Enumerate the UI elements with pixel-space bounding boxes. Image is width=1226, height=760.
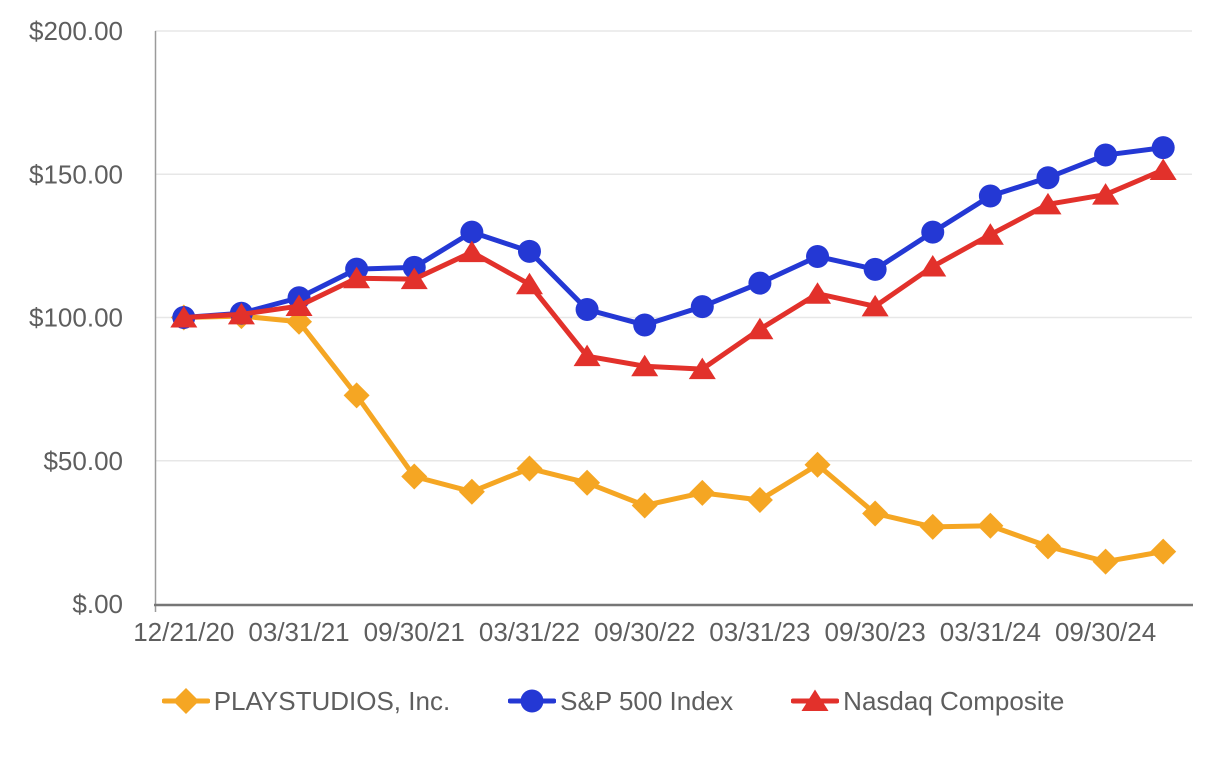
y-tick-label: $50.00 bbox=[43, 446, 123, 476]
nasdaq-marker bbox=[458, 240, 486, 263]
nasdaq-marker bbox=[801, 689, 829, 711]
legend-label-nasdaq: Nasdaq Composite bbox=[843, 685, 1065, 716]
sp500-marker bbox=[1036, 166, 1060, 190]
y-tick-label: $200.00 bbox=[29, 16, 123, 46]
nasdaq-marker bbox=[170, 306, 198, 328]
nasdaq-marker bbox=[919, 255, 947, 277]
nasdaq-marker bbox=[1092, 183, 1120, 205]
nasdaq-marker bbox=[285, 294, 313, 317]
sp500-marker bbox=[748, 271, 772, 295]
x-tick-label: 09/30/23 bbox=[825, 617, 926, 647]
sp500-marker bbox=[575, 297, 599, 321]
plot-area: $.00 $50.00 $100.00 $150.00 $200.00 12/21/20 0… bbox=[29, 16, 1193, 647]
legend-item-playstudios: PLAYSTUDIOS, Inc. bbox=[161, 685, 451, 717]
sp500-marker bbox=[520, 689, 544, 713]
playstudios-marker bbox=[977, 512, 1004, 539]
playstudios-series bbox=[170, 303, 1177, 575]
nasdaq-marker bbox=[804, 282, 832, 304]
sp500-marker bbox=[402, 255, 426, 279]
nasdaq-marker bbox=[227, 302, 255, 325]
line-chart: $.00 $50.00 $100.00 $150.00 $200.00 12/21/20 0… bbox=[29, 16, 1193, 647]
y-tick-label: $150.00 bbox=[29, 159, 123, 189]
playstudios-marker bbox=[1150, 538, 1177, 565]
sp500-marker bbox=[1151, 136, 1175, 160]
nasdaq-marker bbox=[688, 357, 716, 380]
legend-label-sp500: S&P 500 Index bbox=[560, 685, 734, 716]
legend-item-nasdaq: Nasdaq Composite bbox=[791, 685, 1064, 717]
playstudios-marker bbox=[574, 469, 601, 496]
x-tick-label: 03/31/22 bbox=[479, 617, 580, 647]
y-tick-label: $.00 bbox=[72, 589, 123, 619]
sp500-marker bbox=[517, 239, 541, 263]
playstudios-marker bbox=[458, 478, 485, 505]
x-tick-label: 12/21/20 bbox=[133, 617, 234, 647]
x-tick-label: 09/30/21 bbox=[364, 617, 465, 647]
nasdaq-line bbox=[181, 167, 1166, 372]
playstudios-marker bbox=[631, 492, 658, 519]
nasdaq-marker bbox=[976, 223, 1004, 245]
sp500-legend-marker-icon bbox=[508, 689, 557, 713]
x-tick-label: 09/30/24 bbox=[1055, 617, 1156, 647]
playstudios-marker bbox=[804, 451, 831, 478]
nasdaq-marker bbox=[573, 344, 601, 367]
playstudios-marker bbox=[689, 479, 716, 506]
sp500-marker bbox=[921, 220, 945, 244]
playstudios-marker bbox=[172, 688, 199, 714]
y-tick-label: $100.00 bbox=[29, 303, 123, 333]
nasdaq-series bbox=[170, 158, 1177, 380]
nasdaq-marker bbox=[1034, 192, 1062, 215]
nasdaq-marker bbox=[746, 317, 774, 340]
playstudios-marker bbox=[862, 500, 889, 527]
playstudios-marker bbox=[516, 455, 543, 482]
x-tick-label: 09/30/22 bbox=[594, 617, 695, 647]
x-tick-label: 03/31/24 bbox=[940, 617, 1041, 647]
playstudios-marker bbox=[919, 513, 946, 540]
x-tick-label: 03/31/23 bbox=[709, 617, 810, 647]
sp500-marker bbox=[633, 313, 657, 337]
x-tick-label: 03/31/21 bbox=[248, 617, 349, 647]
chart-legend: PLAYSTUDIOS, Inc. S&P 500 Index Nasdaq Com… bbox=[0, 678, 1226, 724]
nasdaq-marker bbox=[861, 294, 889, 317]
playstudios-legend-marker-icon bbox=[161, 688, 210, 714]
playstudios-marker bbox=[1092, 548, 1119, 575]
sp500-marker bbox=[690, 295, 714, 319]
playstudios-marker bbox=[746, 487, 773, 514]
legend-item-sp500: S&P 500 Index bbox=[508, 685, 733, 717]
sp500-marker bbox=[460, 220, 484, 244]
sp500-marker bbox=[863, 257, 887, 281]
nasdaq-marker bbox=[400, 267, 428, 290]
nasdaq-marker bbox=[515, 272, 543, 295]
legend-label-playstudios: PLAYSTUDIOS, Inc. bbox=[213, 685, 451, 716]
playstudios-marker bbox=[1034, 533, 1061, 560]
playstudios-line bbox=[181, 313, 1166, 565]
sp500-marker bbox=[978, 184, 1002, 208]
nasdaq-marker bbox=[1149, 158, 1177, 180]
sp500-series bbox=[172, 136, 1175, 337]
playstudios-marker bbox=[343, 382, 370, 409]
nasdaq-marker bbox=[343, 266, 371, 289]
nasdaq-legend-marker-icon bbox=[791, 689, 840, 711]
sp500-marker bbox=[1094, 143, 1118, 167]
sp500-marker bbox=[806, 244, 830, 268]
nasdaq-marker bbox=[631, 354, 659, 377]
playstudios-marker bbox=[401, 463, 428, 490]
